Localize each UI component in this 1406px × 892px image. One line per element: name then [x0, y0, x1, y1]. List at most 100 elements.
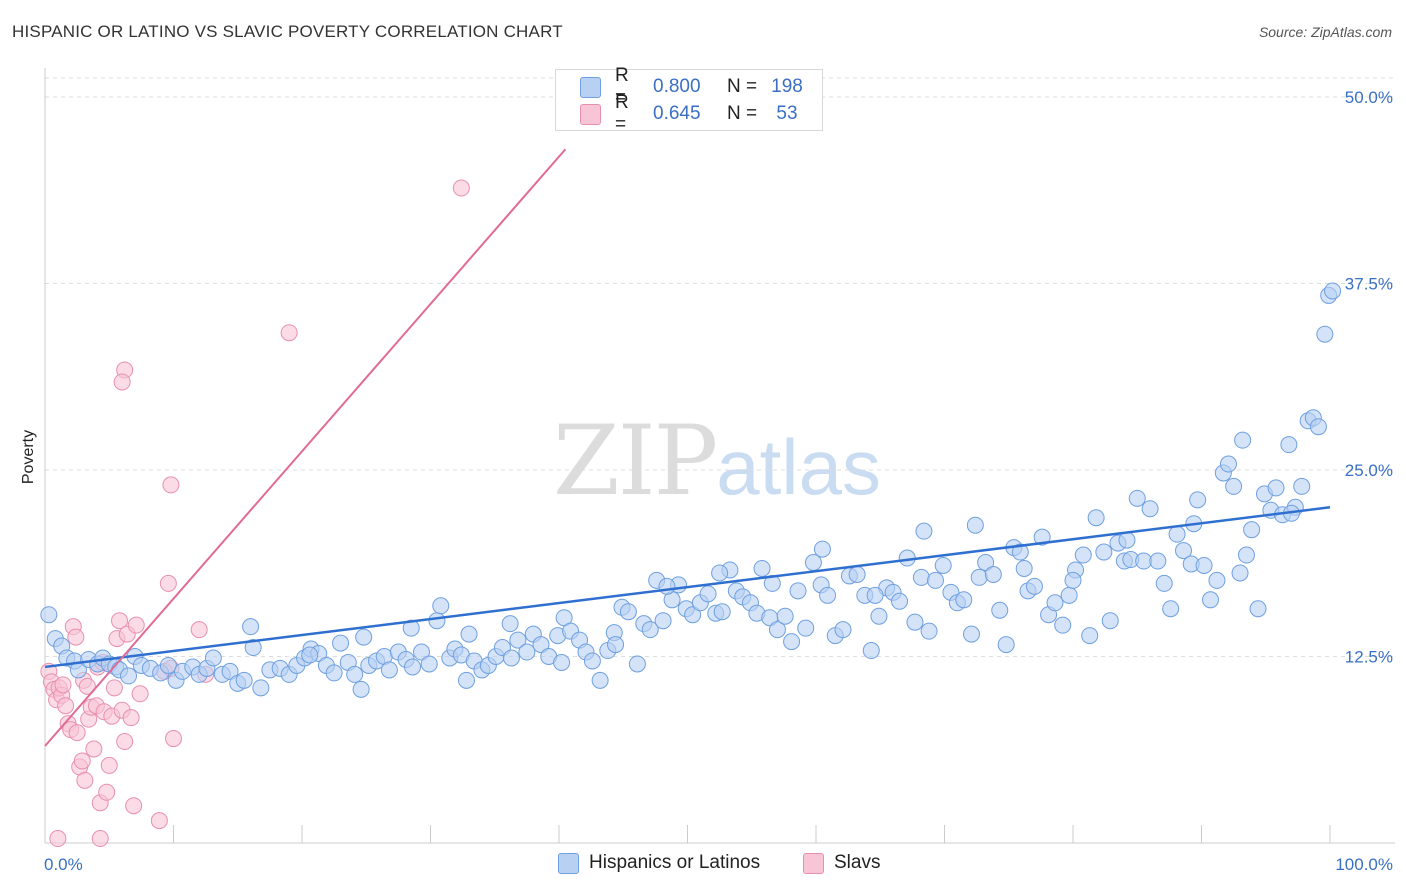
hispanics-point	[891, 592, 909, 610]
hispanics-point	[977, 554, 995, 572]
hispanics-point	[1015, 559, 1033, 577]
legend-item-slavs[interactable]: Slavs	[803, 852, 880, 874]
hispanics-point	[252, 679, 270, 697]
hispanics-point	[501, 615, 519, 633]
slavs-point	[190, 621, 208, 639]
slavs-point	[162, 476, 180, 494]
hispanics-point	[502, 649, 520, 667]
slavs-point	[98, 783, 116, 801]
hispanics-point	[1234, 431, 1252, 449]
hispanics-point	[962, 625, 980, 643]
hispanics-point	[1128, 489, 1146, 507]
slavs-point	[105, 679, 123, 697]
pink-swatch-icon	[580, 103, 601, 125]
legend-item-hispanics[interactable]: Hispanics or Latinos	[558, 852, 760, 874]
hispanics-point	[848, 565, 866, 583]
hispanics-point	[699, 585, 717, 603]
hispanics-point	[380, 661, 398, 679]
blue-swatch-icon	[558, 852, 579, 874]
hispanics-point	[966, 516, 984, 534]
hispanics-point	[819, 586, 837, 604]
slavs-point	[76, 771, 94, 789]
hispanics-point	[797, 619, 815, 637]
hispanics-point	[583, 652, 601, 670]
pink-swatch-icon	[803, 852, 824, 874]
hispanics-point	[402, 619, 420, 637]
hispanics-point	[404, 658, 422, 676]
blue-swatch-icon	[580, 76, 601, 98]
hispanics-point	[1060, 586, 1078, 604]
legend-r-value: 0.800	[653, 76, 701, 97]
hispanics-point	[991, 601, 1009, 619]
hispanics-point	[955, 591, 973, 609]
hispanics-point	[997, 636, 1015, 654]
hispanics-point	[1095, 543, 1113, 561]
x-tick-label: 100.0%	[1335, 855, 1393, 874]
hispanics-point	[1280, 436, 1298, 454]
hispanics-point	[532, 636, 550, 654]
hispanics-point	[684, 606, 702, 624]
hispanics-point	[1175, 542, 1193, 560]
hispanics-point	[628, 655, 646, 673]
hispanics-point	[1101, 612, 1119, 630]
x-tick-label: 0.0%	[44, 855, 83, 874]
hispanics-point	[641, 621, 659, 639]
legend-n-value: 198	[771, 76, 803, 97]
watermark-zip: ZIP	[553, 405, 718, 517]
slavs-point	[73, 752, 91, 770]
hispanics-point	[619, 603, 637, 621]
hispanics-points	[40, 282, 1342, 698]
hispanics-point	[1267, 479, 1285, 497]
hispanics-point	[428, 612, 446, 630]
hispanics-point	[1189, 491, 1207, 509]
hispanics-point	[753, 559, 771, 577]
legend-label-slavs: Slavs	[834, 852, 881, 873]
hispanics-point	[509, 631, 527, 649]
hispanics-point	[40, 606, 58, 624]
hispanics-point	[1219, 455, 1237, 473]
legend-n-value: 53	[776, 103, 798, 124]
slavs-point	[68, 724, 86, 742]
hispanics-point	[1249, 600, 1267, 618]
slavs-point	[452, 179, 470, 197]
slavs-point	[67, 628, 85, 646]
hispanics-point	[870, 607, 888, 625]
source-label: Source: ZipAtlas.com	[1258, 24, 1392, 40]
hispanics-point	[242, 618, 260, 636]
slavs-point	[111, 612, 129, 630]
hispanics-point	[1225, 477, 1243, 495]
hispanics-point	[332, 634, 350, 652]
slavs-point	[78, 677, 96, 695]
legend-label-hispanics: Hispanics or Latinos	[589, 852, 761, 873]
hispanics-point	[1293, 477, 1311, 495]
hispanics-point	[934, 556, 952, 574]
axes	[44, 68, 1395, 844]
hispanics-point	[834, 621, 852, 639]
hispanics-trend-line	[44, 506, 1331, 669]
hispanics-point	[1316, 325, 1334, 343]
hispanics-point	[518, 643, 536, 661]
slavs-point	[280, 324, 298, 342]
hispanics-point	[713, 603, 731, 621]
legend-r-value: 0.645	[653, 103, 701, 124]
hispanics-point	[1054, 616, 1072, 634]
hispanics-point	[1087, 509, 1105, 527]
hispanics-point	[1046, 594, 1064, 612]
slavs-point	[127, 616, 145, 634]
hispanics-point	[1118, 531, 1136, 549]
hispanics-point	[607, 636, 625, 654]
hispanics-point	[1237, 546, 1255, 564]
hispanics-point	[1135, 552, 1153, 570]
hispanics-point	[1064, 571, 1082, 589]
hispanics-point	[1309, 418, 1327, 436]
hispanics-point	[301, 646, 319, 664]
hispanics-point	[1074, 546, 1092, 564]
y-tick-label: 37.5%	[1345, 275, 1393, 294]
slavs-point	[116, 733, 134, 751]
series-legend: Hispanics or Latinos Slavs	[0, 852, 1406, 878]
hispanics-point	[1243, 521, 1261, 539]
hispanics-point	[352, 680, 370, 698]
hispanics-point	[204, 649, 222, 667]
correlation-legend: R = 0.800 N = 198 R = 0.645 N = 53	[555, 65, 823, 135]
